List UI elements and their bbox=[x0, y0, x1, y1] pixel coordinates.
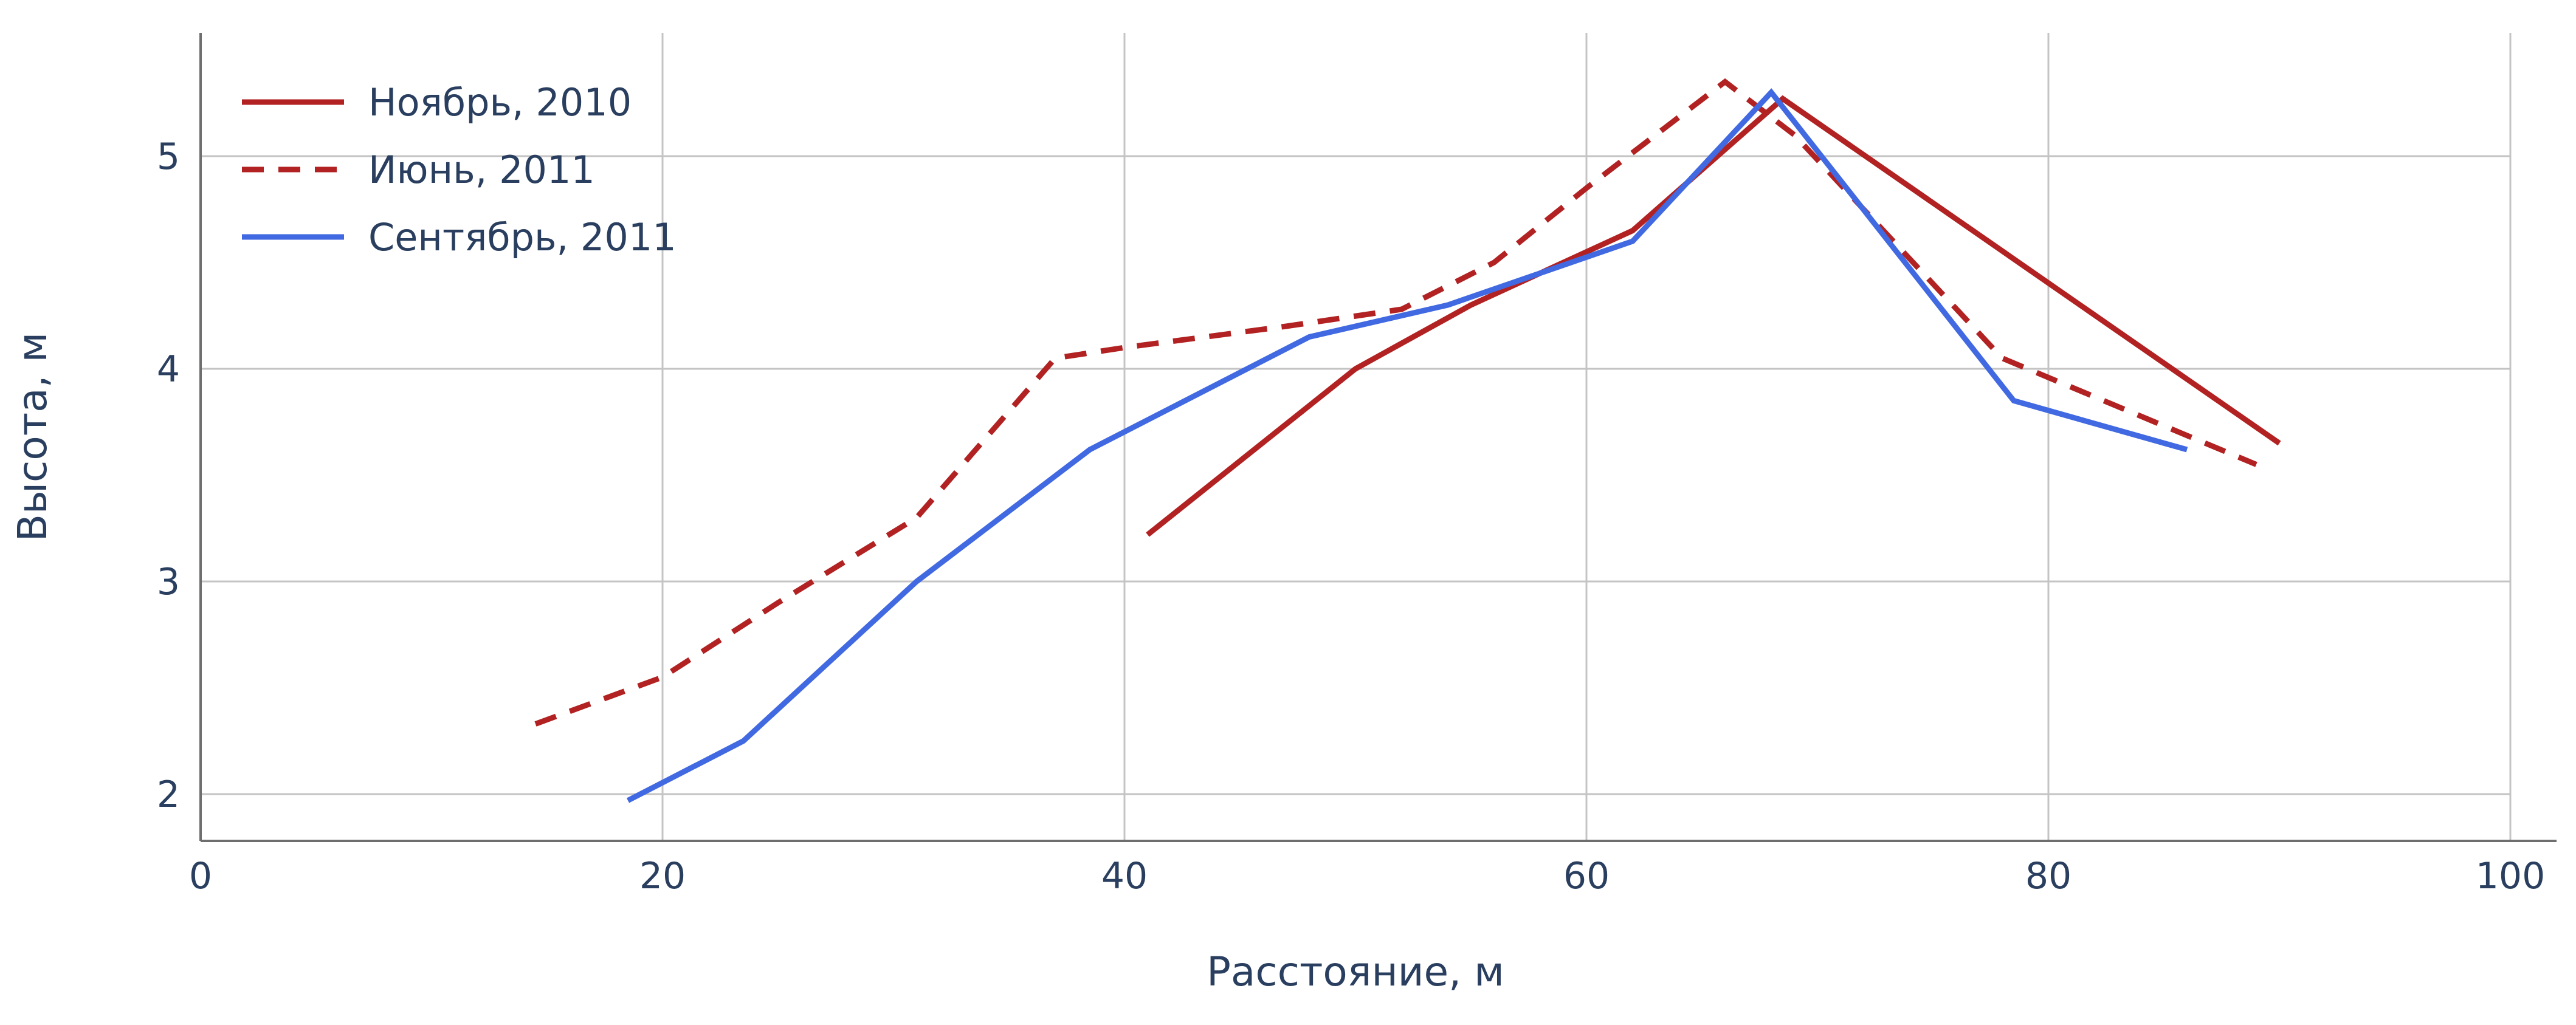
series-line-0 bbox=[1146, 95, 2281, 537]
legend-item-2[interactable]: Сентябрь, 2011 bbox=[242, 215, 677, 259]
series-line-1 bbox=[534, 78, 2257, 727]
axis-layer: 0 20 40 60 80 100 2 3 4 5 bbox=[157, 33, 2557, 897]
x-tick-label: 100 bbox=[2476, 855, 2546, 897]
x-tick-label: 40 bbox=[1101, 855, 1148, 897]
y-tick-label: 5 bbox=[157, 135, 180, 178]
series-layer bbox=[534, 78, 2281, 803]
x-tick-label: 20 bbox=[639, 855, 686, 897]
series-line-2 bbox=[626, 88, 2188, 803]
y-tick-label: 2 bbox=[157, 773, 180, 816]
legend-label: Июнь, 2011 bbox=[368, 148, 595, 192]
x-tick-label: 60 bbox=[1563, 855, 1610, 897]
legend-item-0[interactable]: Ноябрь, 2010 bbox=[242, 80, 632, 125]
x-tick-label: 80 bbox=[2025, 855, 2071, 897]
y-tick-label: 4 bbox=[157, 348, 180, 391]
y-tick-label: 3 bbox=[157, 561, 180, 603]
y-axis-title: Высота, м bbox=[9, 332, 56, 542]
legend-label: Сентябрь, 2011 bbox=[368, 215, 677, 259]
x-tick-label: 0 bbox=[189, 855, 212, 897]
legend-label: Ноябрь, 2010 bbox=[368, 80, 632, 125]
legend: Ноябрь, 2010 Июнь, 2011 Сентябрь, 2011 bbox=[242, 80, 677, 259]
legend-item-1[interactable]: Июнь, 2011 bbox=[242, 148, 595, 192]
x-axis-title: Расстояние, м bbox=[1207, 948, 1504, 995]
